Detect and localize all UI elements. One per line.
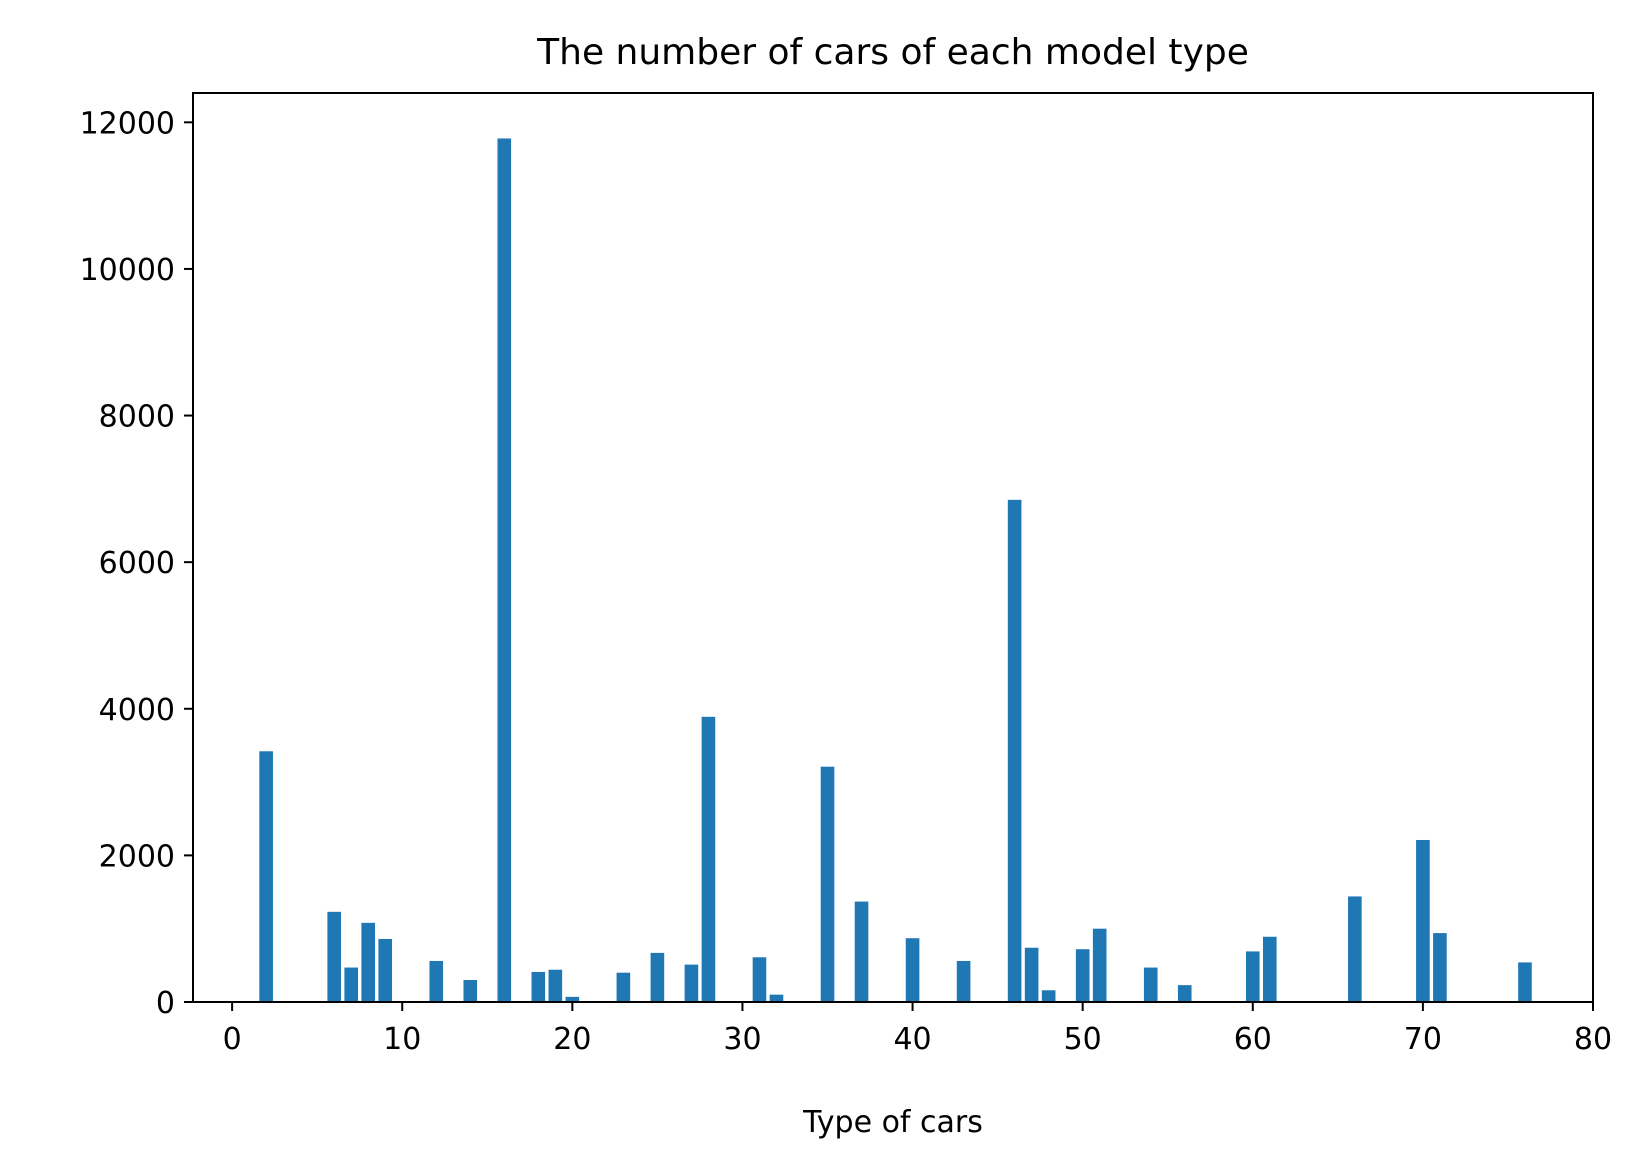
- y-tick-label: 0: [156, 986, 175, 1021]
- bar-32: [769, 994, 784, 1002]
- bar-23: [616, 972, 631, 1002]
- bar-27: [684, 964, 699, 1002]
- bar-31: [752, 957, 767, 1002]
- bar-50: [1075, 949, 1090, 1002]
- x-tick-label: 10: [383, 1022, 421, 1057]
- bar-46: [1007, 499, 1022, 1002]
- bar-43: [956, 960, 971, 1002]
- bar-47: [1024, 947, 1039, 1002]
- y-tick-label: 6000: [99, 546, 175, 581]
- x-tick-label: 70: [1404, 1022, 1442, 1057]
- bar-19: [548, 969, 563, 1002]
- bar-54: [1143, 967, 1158, 1002]
- bar-66: [1348, 896, 1362, 1002]
- bar-25: [650, 952, 665, 1002]
- x-tick-label: 60: [1234, 1022, 1272, 1057]
- bar-6: [327, 911, 341, 1002]
- y-tick-label: 12000: [80, 106, 175, 141]
- bar-8: [361, 922, 376, 1002]
- x-tick-label: 30: [723, 1022, 761, 1057]
- bar-2: [259, 751, 273, 1002]
- bar-40: [905, 938, 920, 1002]
- bars-group: [259, 138, 1532, 1002]
- bar-20: [565, 996, 580, 1002]
- bar-14: [463, 980, 478, 1002]
- bar-37: [854, 901, 869, 1002]
- bar-7: [344, 967, 359, 1002]
- x-tick-label: 80: [1574, 1022, 1612, 1057]
- x-tick-label: 40: [893, 1022, 931, 1057]
- y-axis: 0 2000 4000 6000 8000 10000 12000: [80, 106, 193, 1021]
- bar-18: [531, 971, 546, 1002]
- bar-71: [1433, 933, 1447, 1002]
- bar-16: [497, 138, 512, 1002]
- y-tick-label: 8000: [99, 400, 175, 435]
- x-tick-label: 50: [1064, 1022, 1102, 1057]
- y-tick-label: 4000: [99, 693, 175, 728]
- bar-61: [1262, 936, 1277, 1002]
- x-axis: 0 10 20 30 40 50 60 70 80: [223, 1002, 1612, 1057]
- x-tick-label: 20: [553, 1022, 591, 1057]
- bar-48: [1041, 990, 1056, 1002]
- bar-28: [701, 716, 716, 1002]
- bar-56: [1177, 985, 1192, 1002]
- bar-51: [1092, 928, 1107, 1002]
- plot-frame: [192, 92, 1594, 1003]
- y-tick-label: 10000: [80, 253, 175, 288]
- x-axis-label: Type of cars: [802, 1105, 983, 1140]
- bar-35: [820, 766, 835, 1002]
- chart-title: The number of cars of each model type: [536, 32, 1249, 73]
- bar-12: [429, 960, 444, 1002]
- x-tick-label: 0: [223, 1022, 242, 1057]
- bar-9: [378, 938, 393, 1002]
- bar-76: [1518, 962, 1532, 1002]
- bar-60: [1245, 951, 1260, 1002]
- y-tick-label: 2000: [99, 839, 175, 874]
- bar-70: [1416, 839, 1430, 1002]
